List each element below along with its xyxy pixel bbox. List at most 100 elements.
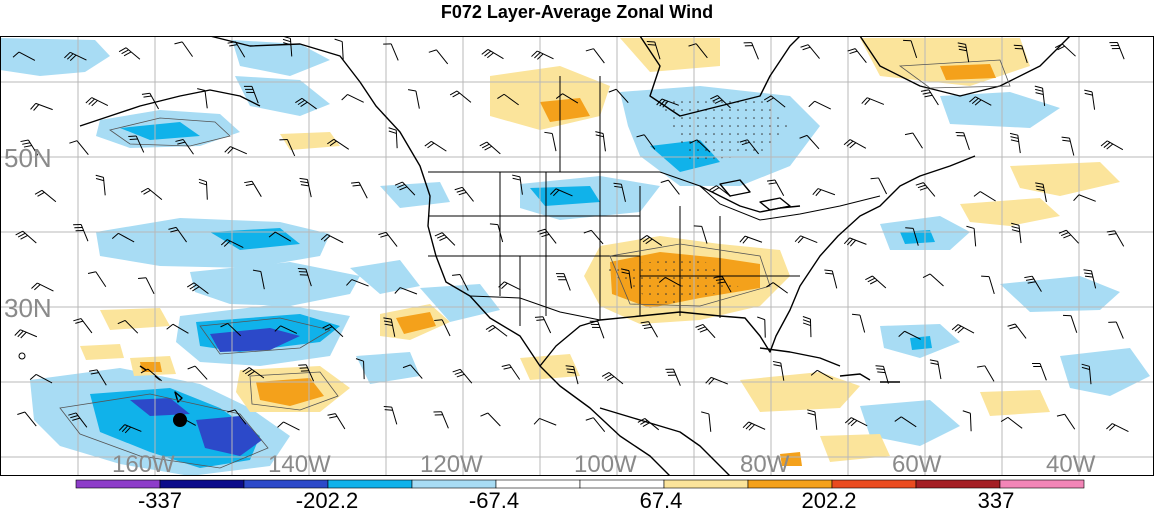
colorbar-box [243,479,329,489]
wind-barb-icon [757,316,766,338]
wind-barb-icon [1032,362,1047,381]
contour-lines [59,59,1011,469]
wind-barb-icon [531,50,554,60]
wind-barb-icon [69,140,89,155]
lon-label-40w: 40W [1046,451,1096,476]
wind-barb-icon [807,409,818,430]
wind-barb-icon [220,239,244,248]
wind-barb-icon [915,182,936,197]
colorbar: -337 -202.2 -67.4 67.4 202.2 337 [75,479,1085,511]
wind-barb-icon [966,225,977,247]
wind-barb-icon [689,139,711,153]
colorbar-box [495,479,581,489]
wind-barb-icon [34,189,57,203]
colorbar-label: 337 [978,488,1015,511]
wind-barb-icon [242,367,265,379]
wind-barb-icon [111,232,135,243]
colorbar-box [831,479,917,489]
lon-label-100w: 100W [574,451,637,476]
wind-barb-icon [812,188,836,197]
wind-barb-icon [138,277,155,295]
wind-barb-icon [424,140,447,152]
wind-barb-icon [140,368,162,382]
wind-barb-icon [224,146,248,155]
wind-barb-icon [89,369,107,386]
wind-barb-icon [763,95,786,108]
wind-barb-icon [922,273,944,287]
colorbar-label: 67.4 [640,488,683,511]
wind-barb-icon [660,179,680,195]
colorbar-box [327,479,413,489]
wind-barb-icon [168,226,187,243]
wind-barb-icon [585,48,605,64]
lon-label-140w: 140W [268,451,331,476]
wind-barb-icon [865,275,887,289]
wind-barb-icon [1054,43,1076,57]
wind-barb-icon [709,185,732,197]
wind-barb-icon [30,102,53,111]
wind-barb-icon [929,359,942,380]
wind-barb-icon [772,360,785,381]
wind-barb-icon [334,38,344,60]
wind-barb-icon [1081,363,1092,385]
wind-barb-icon [1035,182,1047,203]
wind-barb-icon [394,287,418,295]
colorbar-label: -337 [138,488,182,511]
wind-barb-icon [187,365,208,380]
wind-barb-icon [870,177,888,195]
wind-barb-icon [973,191,996,202]
lat-label-50n: 50N [4,143,52,173]
wind-barb-icon [710,95,731,109]
wind-barbs [12,36,1129,434]
wind-barb-icon [512,174,523,195]
lon-label-80w: 80W [740,451,790,476]
wind-barb-icon [1034,85,1046,107]
wind-barb-icon [742,421,766,431]
wind-barb-icon [658,276,682,287]
wind-barb-icon [905,227,919,246]
wind-barb-icon [920,89,939,106]
wind-barb-icon [904,132,923,149]
graticule [0,36,1154,476]
wind-barb-icon [327,413,346,430]
wind-barb-icon [802,316,812,338]
wind-barb-icon [537,228,557,244]
wind-barb-icon [298,364,315,382]
wind-barb-icon [394,181,416,196]
wind-barb-icon [640,321,658,338]
wind-barb-icon [1083,269,1097,289]
wind-barb-icon [20,139,39,156]
wind-barb-icon [766,179,785,196]
wind-barb-icon [118,424,142,434]
colorbar-box [411,479,497,489]
wind-barb-icon [981,275,995,295]
wind-barb-icon [452,274,469,291]
wind-barb-icon [501,364,521,380]
wind-barb-icon [481,49,504,60]
position-marker-icon [173,413,187,427]
wind-barb-icon [534,316,552,334]
wind-barb-icon [378,231,398,247]
wind-barb-icon [95,174,106,196]
wind-barb-icon [1013,44,1028,64]
colorbar-box [579,479,665,489]
wind-barb-icon [1109,41,1125,60]
wind-barb-icon [739,139,759,155]
wind-barb-icon [428,49,449,65]
wind-barb-icon [1009,132,1021,154]
wind-barb-icon [351,181,368,199]
wind-barb-icon [589,320,605,339]
wind-barb-icon [794,235,818,244]
colorbar-boxes [75,479,1085,489]
wind-barb-icon [743,42,759,60]
wind-barb-icon [166,323,189,334]
wind-barb-icon [322,324,344,338]
wind-barb-icon [73,318,93,334]
wind-barb-icon [693,225,708,244]
wind-barb-icon [12,51,36,61]
wind-barb-icon [227,41,246,58]
wind-barb-icon [621,268,632,289]
wind-barb-icon [555,273,571,291]
wind-barb-icon [1007,323,1027,339]
wind-barb-icon [480,412,501,427]
